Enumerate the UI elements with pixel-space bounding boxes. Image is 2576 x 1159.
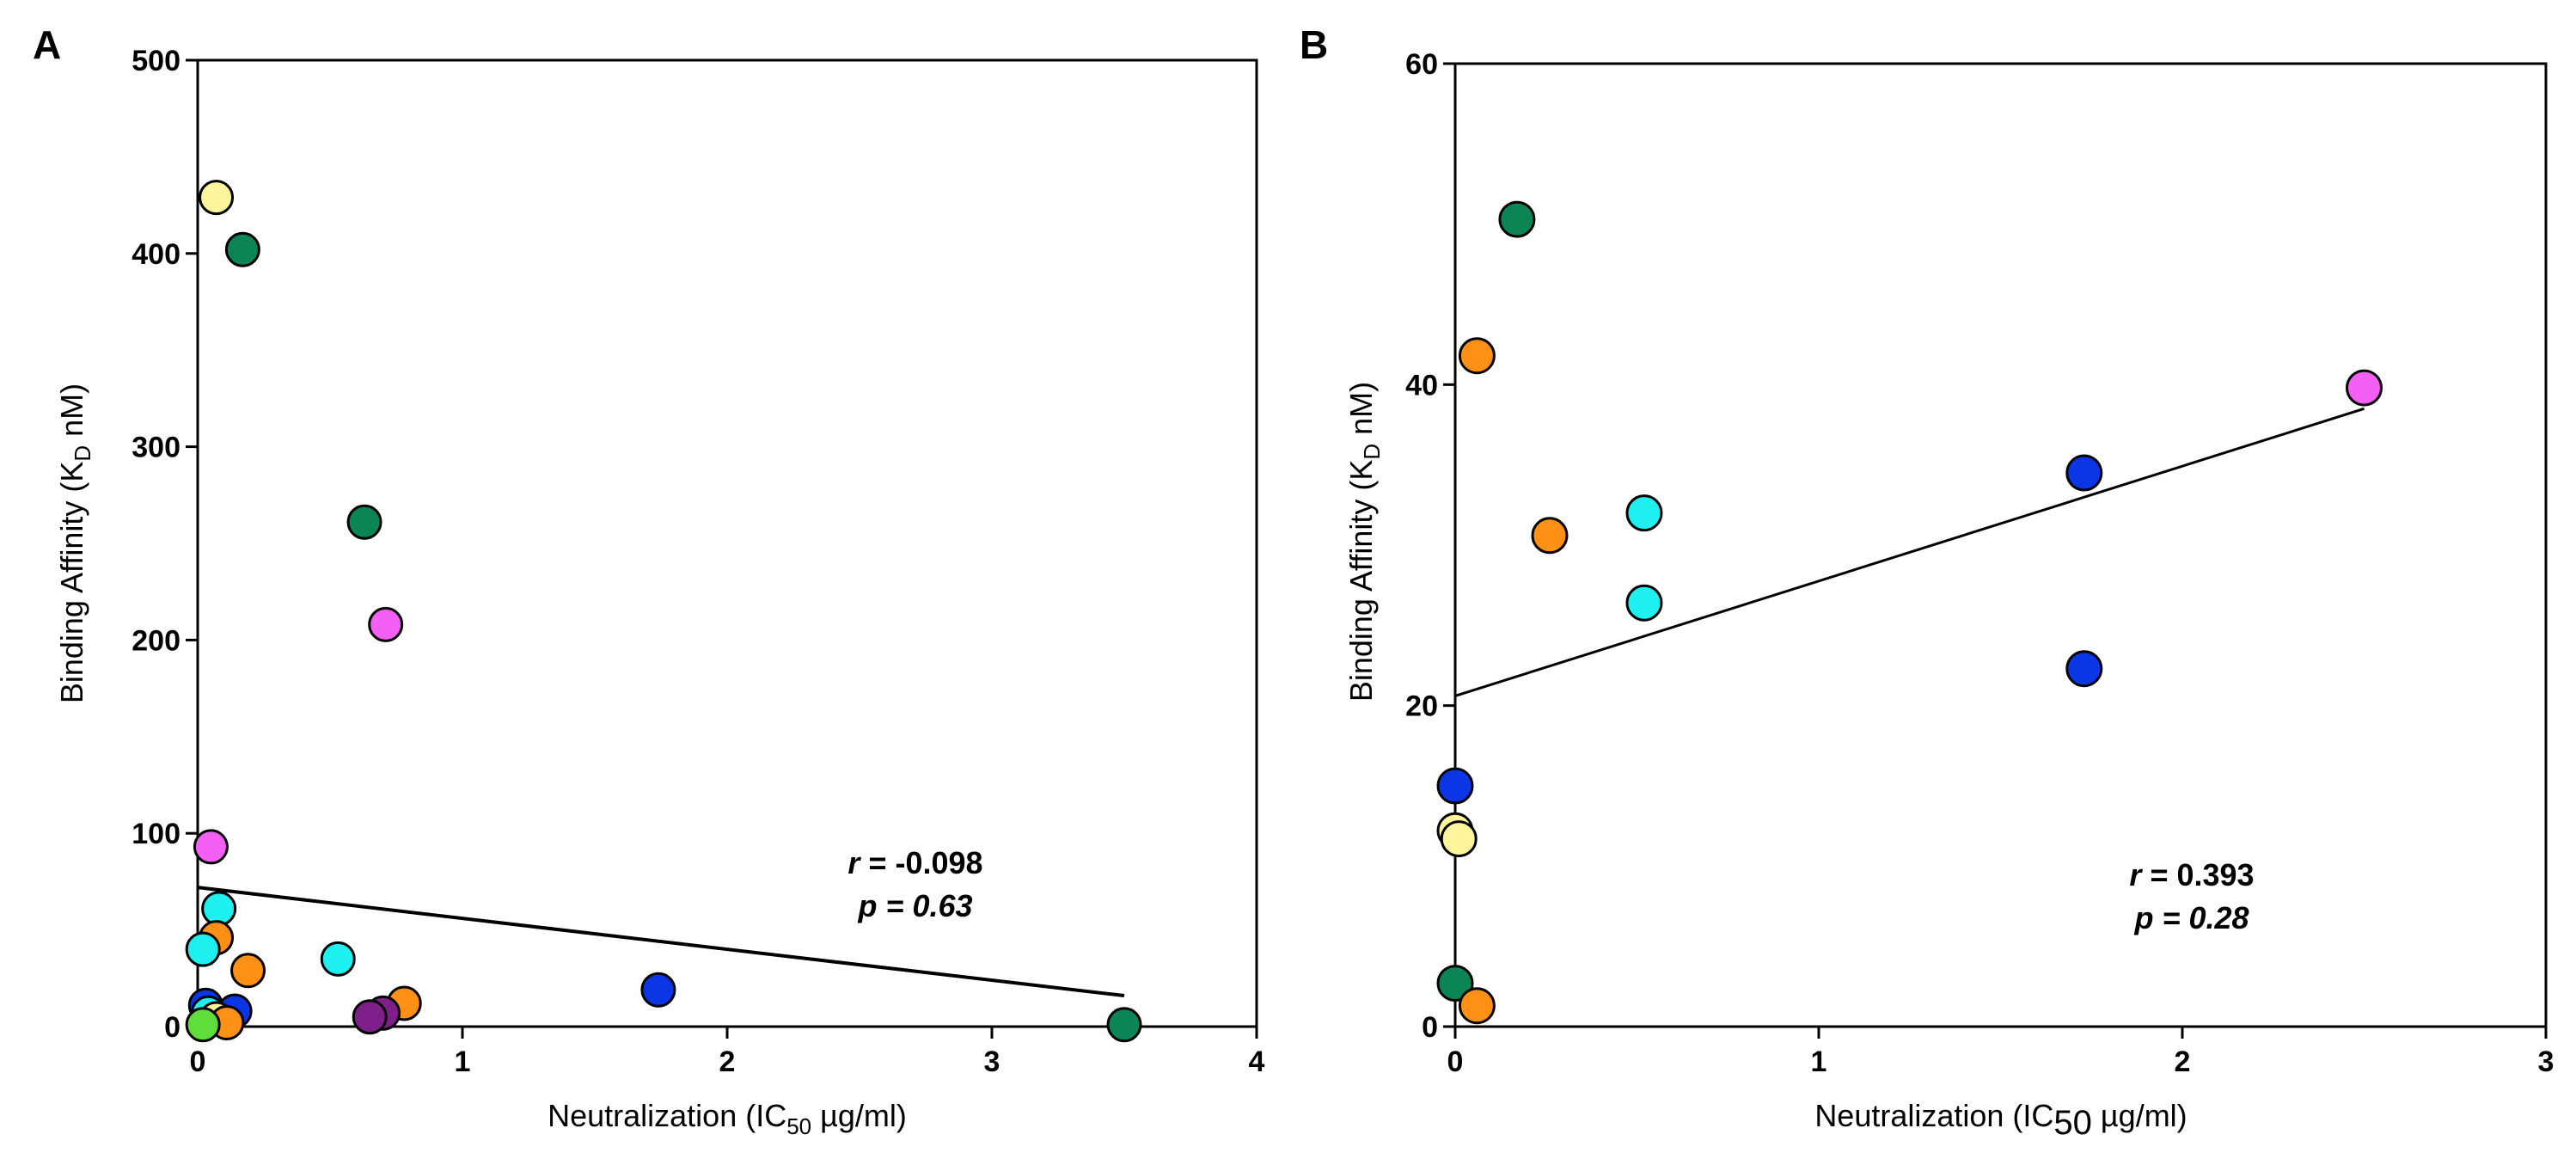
panel-a-r-annotation: r = -0.098 <box>847 845 982 880</box>
panel-a-data-point <box>230 953 266 989</box>
panel-a-y-tick-label: 400 <box>132 238 181 271</box>
panel-b-y-tick-label: 40 <box>1405 369 1438 402</box>
panel-a-trendline <box>197 886 1125 998</box>
panel-b-data-point <box>2065 454 2103 492</box>
panel-a-data-point <box>224 231 260 267</box>
panel-b-y-tick-label: 0 <box>1422 1011 1438 1044</box>
panel-b-x-axis-title: Neutralization (IC50 µg/ml) <box>1814 1098 2187 1142</box>
panel-b-data-point <box>1625 494 1663 532</box>
panel-b-x-tick-label: 0 <box>1447 1046 1464 1078</box>
panel-a-y-axis-title: Binding Affinity (KD nM) <box>54 383 95 703</box>
panel-b-data-point <box>1436 767 1474 805</box>
panel-b-y-tick-label: 20 <box>1405 690 1438 723</box>
panel-b-y-axis-title: Binding Affinity (KD nM) <box>1343 382 1385 702</box>
panel-a-data-point <box>346 504 382 540</box>
panel-b-r-annotation: r = 0.393 <box>2129 857 2254 892</box>
panel-a-x-tick-label: 0 <box>190 1046 206 1078</box>
panel-a-y-tick-label: 200 <box>132 624 181 657</box>
panel-b-p-annotation: p = 0.28 <box>2133 900 2249 935</box>
panel-b-data-point <box>1498 200 1536 238</box>
panel-a-plot-frame <box>196 58 1258 1028</box>
panel-a-y-ticks: 0 100 200 300 400 500 <box>132 45 198 1044</box>
panel-a-data-point <box>201 891 237 927</box>
panel-b-x-tick-label: 1 <box>1811 1046 1827 1078</box>
panel-b-data-point <box>1440 820 1478 858</box>
panel-a-y-tick-label: 500 <box>132 45 181 77</box>
panel-b-x-tick-label: 2 <box>2175 1046 2191 1078</box>
panel-a-data-point <box>185 1007 221 1043</box>
panel-b-y-ticks: 0 20 40 60 <box>1405 48 1455 1044</box>
panel-a-y-tick-label: 0 <box>164 1011 181 1044</box>
panel-b-data-point <box>1625 584 1663 622</box>
panel-a-x-tick-label: 2 <box>719 1046 736 1078</box>
panel-b-data-point <box>1458 987 1496 1025</box>
panel-a-data-point <box>193 829 229 865</box>
panel-a-y-tick-label: 100 <box>132 818 181 850</box>
panel-a-data-point <box>1106 1007 1142 1043</box>
panel-b-points <box>1436 200 2383 1025</box>
panel-b-data-point <box>1531 517 1569 555</box>
panel-a-x-tick-label: 4 <box>1249 1046 1265 1078</box>
panel-b-plot-frame <box>1453 62 2548 1028</box>
panel-a-data-point <box>199 180 235 216</box>
panel-a-points <box>185 180 1142 1043</box>
panel-a-x-tick-label: 3 <box>984 1046 1000 1078</box>
panel-b-data-point <box>2065 650 2103 688</box>
panel-a-data-point <box>185 931 221 967</box>
panel-a-letter: A <box>33 22 61 67</box>
panel-a-x-tick-label: 1 <box>455 1046 471 1078</box>
panel-a: A 0 100 200 300 400 500 0 1 2 3 4 Neutralization … <box>33 22 1265 1139</box>
panel-a-x-axis-title: Neutralization (IC50 µg/ml) <box>548 1098 907 1139</box>
panel-a-data-point <box>640 972 676 1008</box>
panel-a-p-annotation: p = 0.63 <box>857 888 972 923</box>
panel-b-data-point <box>1458 337 1496 375</box>
panel-a-x-ticks: 0 1 2 3 4 <box>190 1027 1265 1078</box>
panel-a-data-point <box>368 606 404 642</box>
panel-b-x-ticks: 0 1 2 3 <box>1447 1027 2555 1078</box>
panel-b-trendline <box>1454 407 2365 697</box>
panel-b-data-point <box>2346 369 2383 407</box>
panel-b: B 0 20 40 60 0 1 2 3 Neutralization (IC50 µg/m… <box>1300 22 2554 1142</box>
panel-b-data-point <box>1436 965 1474 1003</box>
panel-b-letter: B <box>1300 22 1328 67</box>
panel-a-y-tick-label: 300 <box>132 432 181 464</box>
panel-a-data-point <box>320 941 356 977</box>
panel-a-data-point <box>352 999 388 1035</box>
panel-b-y-tick-label: 60 <box>1405 48 1438 81</box>
panel-b-x-tick-label: 3 <box>2538 1046 2555 1078</box>
